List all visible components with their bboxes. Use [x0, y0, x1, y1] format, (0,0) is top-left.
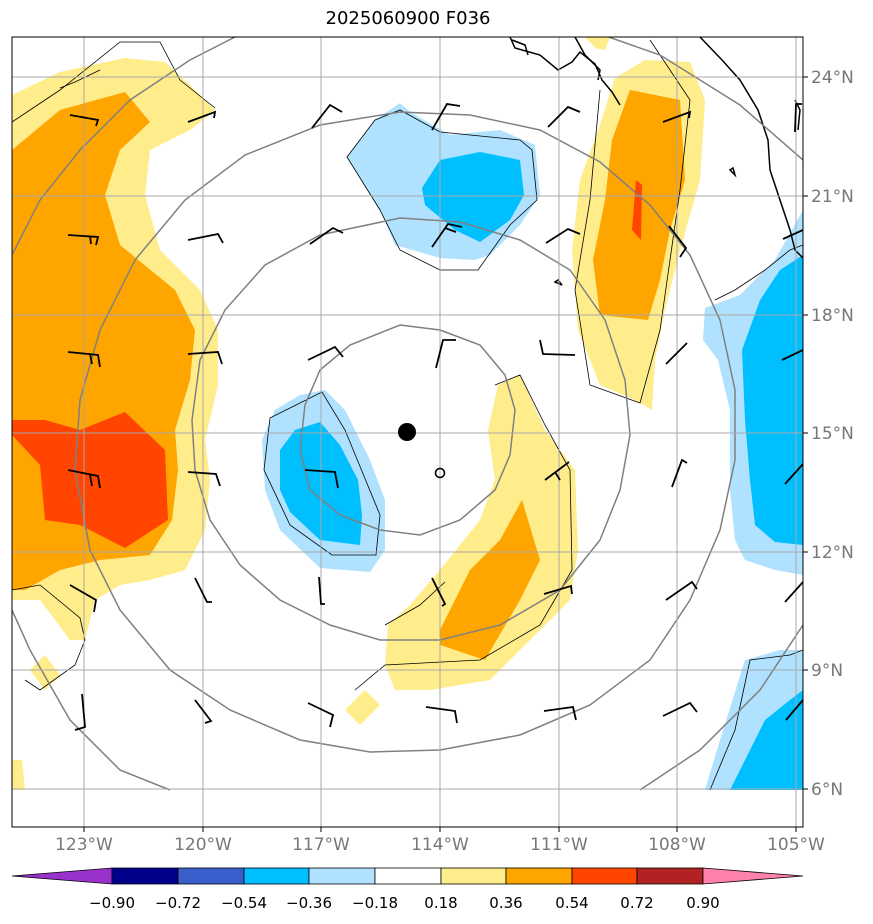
longitude-labels: 123°W 120°W 117°W 114°W 111°W 108°W 105°…: [55, 835, 825, 855]
colorbar-segment: [440, 867, 507, 885]
coastline: [509, 37, 803, 286]
lon-label: 120°W: [174, 835, 232, 855]
wind-barbs: [67, 103, 803, 731]
colorbar-segment: [505, 867, 573, 885]
lon-label: 105°W: [767, 835, 825, 855]
lon-label: 123°W: [55, 835, 113, 855]
colorbar-tick-label: −0.90: [89, 894, 135, 912]
colorbar-tick-label: 0.54: [555, 894, 588, 912]
chart-title: 2025060900 F036: [325, 8, 491, 29]
colorbar-tick-label: −0.36: [286, 894, 332, 912]
positive-anomaly-south: [345, 375, 578, 725]
colorbar-segment: [243, 867, 310, 885]
colorbar-labels: −0.90 −0.72 −0.54 −0.36 −0.18 0.18 0.36 …: [89, 894, 720, 912]
lat-label: 9°N: [811, 661, 843, 681]
lat-label: 15°N: [811, 424, 854, 444]
lon-label: 117°W: [292, 835, 350, 855]
storm-center-marker: [398, 423, 416, 441]
axis-ticks: [83, 76, 808, 832]
colorbar-tick-label: 0.90: [686, 894, 719, 912]
colorbar-segment: [374, 867, 442, 885]
latitude-labels: 24°N 21°N 18°N 15°N 12°N 9°N 6°N: [811, 68, 854, 800]
colorbar-tick-label: 0.18: [424, 894, 457, 912]
lon-label: 108°W: [648, 835, 706, 855]
colorbar-tick-label: −0.54: [221, 894, 267, 912]
colorbar-segment: [636, 867, 704, 885]
colorbar-segment: [177, 867, 245, 885]
colorbar-over-triangle: [702, 867, 804, 885]
colorbar-tick-label: 0.36: [489, 894, 522, 912]
thin-contours: [12, 39, 803, 791]
lat-label: 21°N: [811, 187, 854, 207]
colorbar-tick-label: 0.72: [620, 894, 653, 912]
colorbar-segment: [571, 867, 638, 885]
lat-label: 6°N: [811, 780, 843, 800]
colorbar: [11, 867, 804, 885]
colorbar-segment: [111, 867, 179, 885]
colorbar-tick-label: −0.72: [155, 894, 201, 912]
map-content: [12, 37, 803, 827]
lat-label: 24°N: [811, 68, 854, 88]
lon-label: 111°W: [530, 835, 588, 855]
open-circle-marker: [434, 467, 446, 479]
lat-label: 18°N: [811, 306, 854, 326]
map-border: [11, 36, 804, 828]
negative-anomaly-east: [703, 210, 803, 790]
colorbar-tick-label: −0.18: [352, 894, 398, 912]
negative-anomaly-north: [347, 103, 540, 260]
lon-label: 114°W: [411, 835, 469, 855]
colorbar-segment: [308, 867, 376, 885]
colorbar-under-triangle: [11, 867, 113, 885]
lat-label: 12°N: [811, 543, 854, 563]
